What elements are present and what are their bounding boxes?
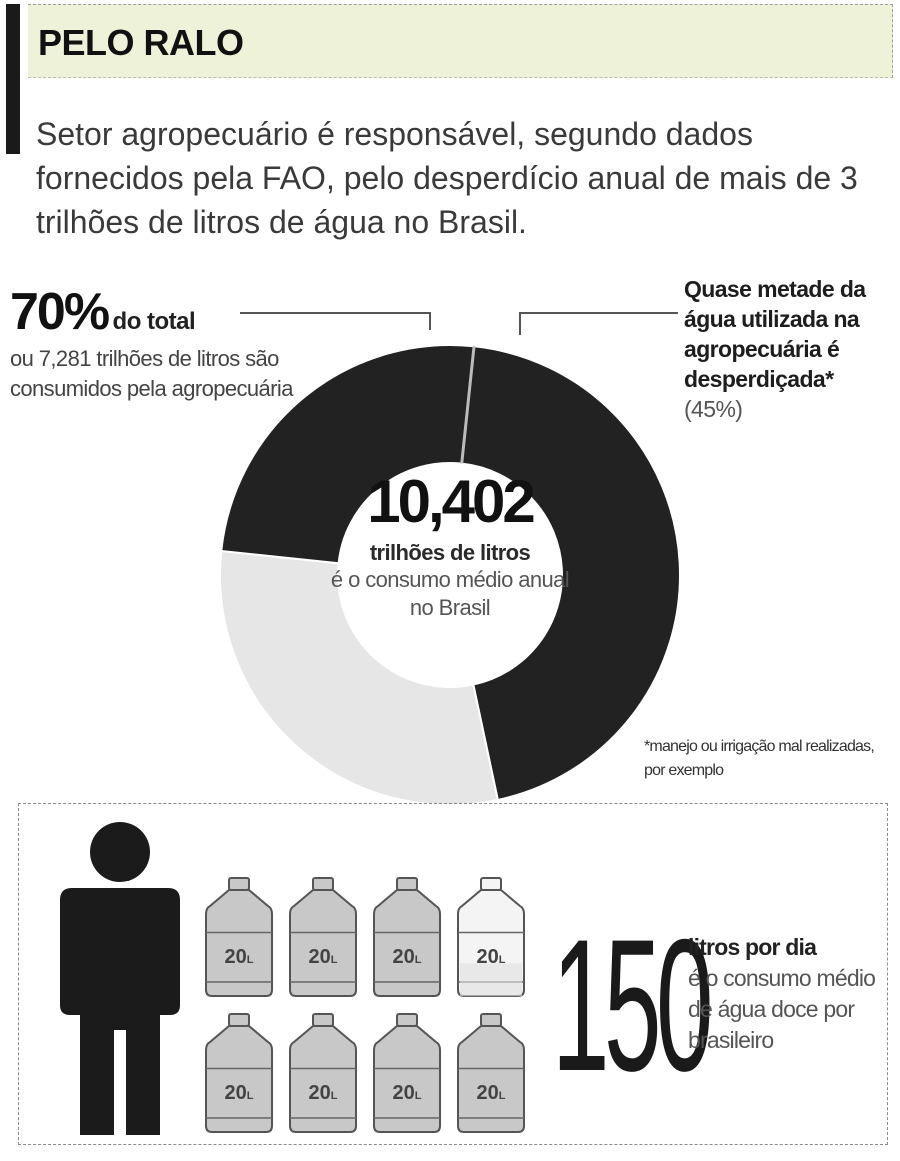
title-background [28, 4, 893, 78]
total-value: 10,402 [367, 468, 536, 535]
total-unit: trilhões de litros [369, 540, 531, 565]
daily-liters-number: 150 [552, 900, 714, 1110]
water-jug-icon: 20L [205, 1013, 273, 1133]
daily-description: litros por dia é o consumo médio de água… [688, 932, 888, 1056]
person-icon [60, 822, 180, 1135]
left-percentage-suffix: do total [112, 308, 196, 335]
water-jug-icon: 20L [373, 877, 441, 997]
daily-text: é o consumo médio de água doce por brasi… [688, 965, 876, 1053]
water-jug-icon: 20L [289, 1013, 357, 1133]
right-annotation: Quase metade da água utilizada na agrope… [684, 274, 894, 424]
right-description: Quase metade da água utilizada na agrope… [684, 276, 866, 392]
jug-label: 20L [309, 1082, 338, 1104]
jug-label: 20L [309, 946, 338, 968]
jug-label: 20L [225, 946, 254, 968]
footnote: *manejo ou irrigação mal realizadas, por… [644, 738, 875, 779]
leader-line-left [240, 312, 431, 330]
intro-text: Setor agropecuário é responsável, segund… [36, 116, 858, 240]
accent-bar [6, 4, 20, 154]
jug-label: 20L [393, 946, 422, 968]
left-annotation: 70% do total ou 7,281 trilhões de litros… [10, 282, 300, 404]
daily-unit: litros por dia [688, 934, 817, 960]
donut-hole [338, 463, 562, 687]
left-description: ou 7,281 trilhões de litros são consumid… [10, 346, 293, 401]
jug-label: 20L [393, 1082, 422, 1104]
water-jug-icon: 20L [289, 877, 357, 997]
consumption-box [18, 803, 888, 1145]
total-description: é o consumo médio anual no Brasil [330, 567, 570, 620]
donut-center: 10,402 trilhões de litros é o consumo mé… [320, 470, 580, 622]
jug-label: 20L [477, 946, 506, 968]
slice-separator [460, 346, 476, 464]
water-jug-icon: 20L [373, 1013, 441, 1133]
right-percentage: (45%) [684, 396, 743, 422]
title-bar [6, 4, 893, 78]
water-jug-icon: 20L [457, 877, 525, 997]
water-jug-icon: 20L [205, 877, 273, 997]
jug-label: 20L [477, 1082, 506, 1104]
leader-line-right [519, 312, 678, 335]
water-jug-icon: 20L [457, 1013, 525, 1133]
jug-label: 20L [225, 1082, 254, 1104]
page-title: PELO RALO [38, 22, 244, 63]
left-percentage: 70% [10, 283, 110, 341]
